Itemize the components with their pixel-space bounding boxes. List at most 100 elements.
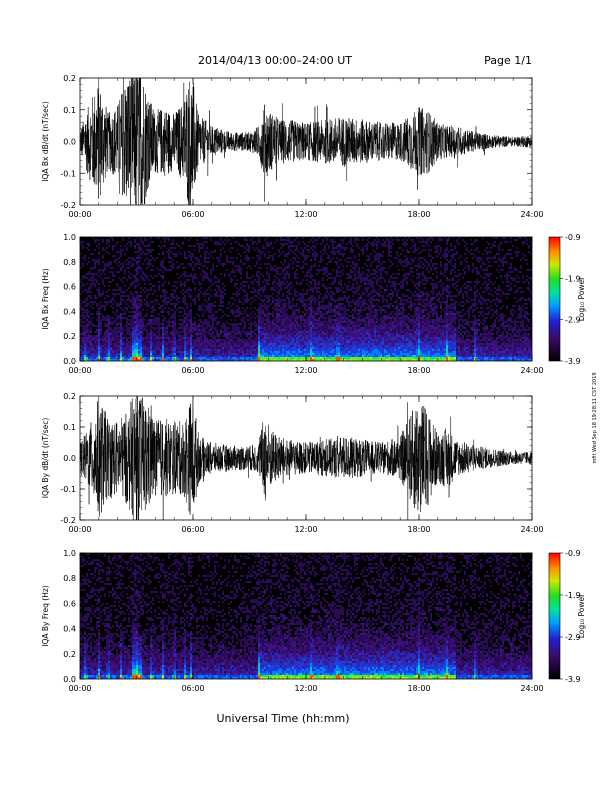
spectrogram-cell (124, 263, 126, 265)
spectrogram-cell (90, 349, 92, 351)
spectrogram-cell (226, 263, 228, 265)
spectrogram-cell (142, 251, 144, 253)
spectrogram-cell (208, 319, 210, 321)
spectrogram-cell (204, 341, 206, 343)
spectrogram-cell (110, 281, 112, 283)
spectrogram-cell (210, 279, 212, 281)
x-tick-label: 00:00 (68, 210, 91, 219)
spectrogram-cell (206, 245, 208, 247)
spectrogram-cell (178, 267, 180, 269)
spectrogram-cell (204, 301, 206, 303)
spectrogram-cell (98, 271, 100, 273)
spectrogram-cell (124, 285, 126, 287)
spectrogram-cell (204, 259, 206, 261)
spectrogram-cell (174, 315, 176, 317)
spectrogram-cell (144, 271, 146, 273)
spectrogram-cell (164, 303, 166, 305)
spectrogram-cell (186, 259, 188, 261)
spectrogram-cell (170, 303, 172, 305)
spectrogram-cell (122, 357, 124, 359)
spectrogram-cell (148, 343, 150, 345)
spectrogram-cell (82, 331, 84, 333)
spectrogram-cell (218, 311, 220, 313)
spectrogram-cell (102, 283, 104, 285)
spectrogram-cell (176, 291, 178, 293)
spectrogram-cell (110, 323, 112, 325)
spectrogram-cell (86, 243, 88, 245)
spectrogram-cell (220, 301, 222, 303)
spectrogram-cell (148, 247, 150, 249)
spectrogram-cell (148, 261, 150, 263)
spectrogram-cell (130, 351, 132, 353)
spectrogram-cell (108, 283, 110, 285)
spectrogram-cell (108, 277, 110, 279)
spectrogram-cell (204, 353, 206, 355)
spectrogram-cell (152, 303, 154, 305)
spectrogram-cell (126, 307, 128, 309)
spectrogram-cell (186, 265, 188, 267)
spectrogram-cell (98, 265, 100, 267)
spectrogram-cell (86, 287, 88, 289)
spectrogram-cell (202, 291, 204, 293)
spectrogram-cell (108, 339, 110, 341)
spectrogram-cell (102, 297, 104, 299)
spectrogram-cell (176, 333, 178, 335)
spectrogram-cell (182, 291, 184, 293)
spectrogram-cell (194, 307, 196, 309)
spectrogram-cell (190, 285, 192, 287)
spectrogram-cell (152, 251, 154, 253)
spectrogram-cell (218, 285, 220, 287)
spectrogram-cell (234, 269, 236, 271)
spectrogram-cell (126, 273, 128, 275)
spectrogram-cell (128, 271, 130, 273)
spectrogram-cell (134, 293, 136, 295)
spectrogram-cell (126, 347, 128, 349)
spectrogram-cell (162, 299, 164, 301)
spectrogram-cell (134, 275, 136, 277)
spectrogram-cell (222, 323, 224, 325)
spectrogram-cell (108, 335, 110, 337)
spectrogram-cell (84, 241, 86, 243)
spectrogram-cell (232, 305, 234, 307)
spectrogram-cell (210, 327, 212, 329)
spectrogram-cell (170, 283, 172, 285)
spectrogram-cell (164, 283, 166, 285)
spectrogram-cell (88, 295, 90, 297)
spectrogram-cell (140, 311, 142, 313)
spectrogram-cell (232, 299, 234, 301)
spectrogram-cell (174, 303, 176, 305)
spectrogram-cell (124, 333, 126, 335)
spectrogram-cell (150, 345, 152, 347)
spectrogram-cell (104, 325, 106, 327)
spectrogram-cell (106, 331, 108, 333)
spectrogram-cell (110, 261, 112, 263)
spectrogram-cell (106, 283, 108, 285)
spectrogram-cell (194, 239, 196, 241)
spectrogram-cell (226, 281, 228, 283)
spectrogram-cell (164, 295, 166, 297)
spectrogram-cell (190, 245, 192, 247)
spectrogram-cell (160, 349, 162, 351)
spectrogram-cell (206, 259, 208, 261)
spectrogram-cell (208, 337, 210, 339)
spectrogram-cell (130, 277, 132, 279)
spectrogram-cell (172, 269, 174, 271)
spectrogram-cell (196, 297, 198, 299)
spectrogram-cell (102, 247, 104, 249)
spectrogram-cell (132, 321, 134, 323)
spectrogram-cell (124, 343, 126, 345)
spectrogram-cell (120, 331, 122, 333)
spectrogram-cell (82, 315, 84, 317)
spectrogram-cell (102, 331, 104, 333)
spectrogram-cell (116, 259, 118, 261)
spectrogram-cell (174, 275, 176, 277)
spectrogram-cell (94, 255, 96, 257)
spectrogram-cell (210, 341, 212, 343)
spectrogram-cell (138, 333, 140, 335)
spectrogram-cell (192, 259, 194, 261)
spectrogram-cell (144, 293, 146, 295)
spectrogram-cell (160, 259, 162, 261)
spectrogram-cell (216, 283, 218, 285)
spectrogram-cell (134, 345, 136, 347)
spectrogram-cell (162, 307, 164, 309)
